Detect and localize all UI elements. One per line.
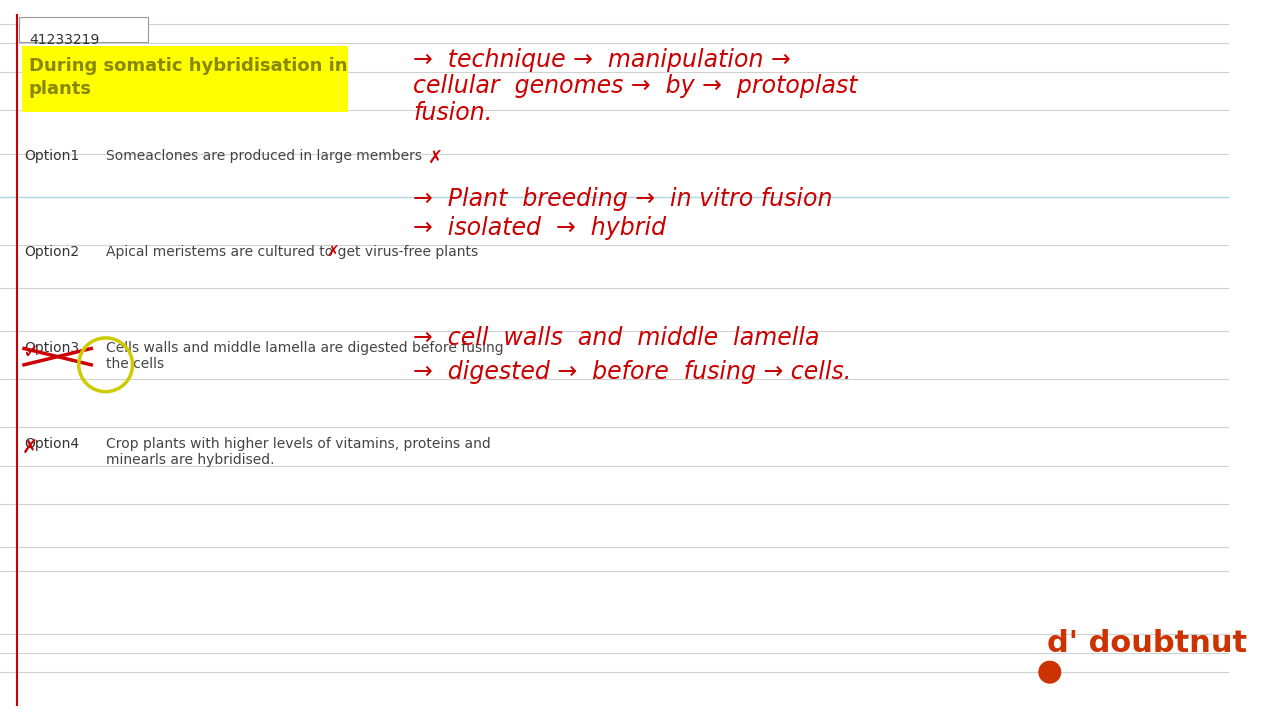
Text: Apical meristems are cultured to get virus-free plants: Apical meristems are cultured to get vir… [106,245,477,258]
Text: During somatic hybridisation in: During somatic hybridisation in [29,58,347,76]
Circle shape [1038,661,1061,684]
Text: Crop plants with higher levels of vitamins, proteins and
minearls are hybridised: Crop plants with higher levels of vitami… [106,437,490,467]
FancyBboxPatch shape [22,46,348,112]
Text: ✗: ✗ [22,438,38,458]
Text: fusion.: fusion. [413,101,493,125]
Text: Someaclones are produced in large members: Someaclones are produced in large member… [106,149,421,163]
Text: Option2: Option2 [24,245,79,258]
Text: 41233219: 41233219 [29,33,99,48]
Text: →  digested →  before  fusing → cells.: → digested → before fusing → cells. [413,360,851,384]
Text: d' doubtnut: d' doubtnut [1047,629,1247,658]
Text: Cells walls and middle lamella are digested before fusing
the cells: Cells walls and middle lamella are diges… [106,341,503,371]
Text: ✗: ✗ [428,149,443,167]
Text: →  technique →  manipulation →: → technique → manipulation → [413,48,791,72]
Text: ✗: ✗ [326,245,339,260]
Text: →  Plant  breeding →  in vitro fusion: → Plant breeding → in vitro fusion [413,187,832,211]
Text: cellular  genomes →  by →  protoplast: cellular genomes → by → protoplast [413,73,858,98]
Text: ✓: ✓ [22,343,38,361]
Text: plants: plants [29,79,92,97]
FancyBboxPatch shape [19,17,148,42]
Text: Option1: Option1 [24,149,79,163]
Text: Option3: Option3 [24,341,79,355]
Text: →  isolated  →  hybrid: → isolated → hybrid [413,216,666,240]
Text: Option4: Option4 [24,437,79,451]
Text: →  cell  walls  and  middle  lamella: → cell walls and middle lamella [413,326,819,351]
